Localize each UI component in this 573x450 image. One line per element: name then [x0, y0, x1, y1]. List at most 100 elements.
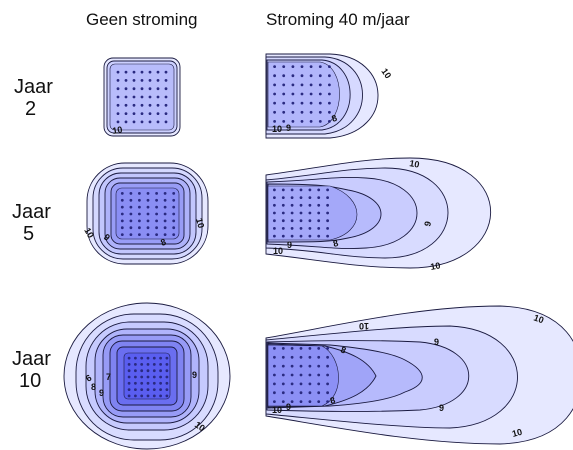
well-dot — [155, 192, 159, 195]
well-dot — [328, 83, 331, 87]
well-dot — [134, 375, 137, 379]
well-dot — [317, 347, 321, 350]
well-dot — [317, 211, 321, 215]
well-dot — [120, 219, 124, 223]
well-dot — [138, 219, 141, 223]
well-dot — [152, 394, 156, 398]
well-dot — [138, 205, 141, 209]
well-dot — [290, 203, 294, 207]
well-dot — [146, 198, 150, 202]
contour-label: 9 — [422, 220, 433, 227]
well-dot — [299, 203, 303, 207]
well-dot — [155, 219, 159, 223]
contour-label: 9 — [102, 232, 112, 243]
well-dot — [152, 356, 156, 360]
well-dot — [155, 233, 159, 237]
well-dot — [273, 74, 276, 78]
well-dot — [140, 79, 144, 82]
well-dot — [156, 103, 160, 107]
well-dot — [146, 219, 150, 223]
well-dot — [163, 205, 167, 209]
well-dot — [308, 188, 312, 192]
well-dot — [282, 74, 286, 78]
well-dot — [308, 391, 312, 395]
well-dot — [156, 79, 160, 82]
well-dot — [273, 400, 276, 403]
well-dot — [164, 103, 168, 107]
well-dot — [165, 369, 169, 373]
well-dot — [273, 101, 276, 105]
well-dot — [299, 188, 303, 192]
well-dot — [290, 400, 294, 403]
well-dot — [273, 347, 276, 350]
well-dot — [127, 356, 131, 360]
well-dot — [273, 203, 276, 207]
well-dot — [127, 381, 131, 385]
row-label-year-2: Jaar 2 — [14, 76, 53, 120]
well-dot — [281, 211, 285, 215]
well-dot — [281, 188, 285, 192]
contour-r3-right-6 — [267, 344, 339, 407]
well-dot — [308, 227, 312, 230]
well-dot — [156, 120, 160, 124]
well-dot — [317, 391, 321, 395]
well-dot — [146, 363, 150, 366]
well-dot — [132, 95, 136, 99]
well-dot — [273, 120, 276, 123]
well-dot — [282, 110, 286, 114]
well-dot — [290, 219, 294, 223]
well-dot — [317, 234, 321, 238]
well-dot — [309, 101, 313, 105]
well-dot — [291, 92, 295, 96]
contour-r1-right-4 — [267, 61, 340, 128]
well-dot — [309, 74, 313, 78]
well-dot — [155, 226, 159, 230]
well-dot — [165, 394, 169, 398]
well-dot — [299, 211, 303, 215]
well-dot — [317, 203, 321, 207]
well-dot — [308, 400, 312, 403]
well-dot — [273, 364, 276, 368]
well-dot — [140, 103, 144, 107]
well-dot — [281, 347, 285, 350]
well-dot — [273, 227, 276, 230]
well-dot — [138, 198, 141, 202]
well-dot — [134, 363, 137, 366]
well-dot — [134, 356, 137, 360]
well-dot — [140, 120, 144, 124]
contour-label: 10 — [272, 124, 282, 134]
well-dot — [317, 382, 321, 386]
well-dot — [116, 112, 120, 115]
well-dot — [164, 70, 168, 74]
row-label-year-5: Jaar 5 — [12, 201, 51, 245]
well-dot — [116, 79, 120, 82]
well-dot — [273, 110, 276, 114]
well-dot — [317, 400, 321, 403]
well-dot — [140, 394, 144, 398]
well-dot — [156, 70, 160, 74]
well-dot — [163, 198, 167, 202]
well-dot — [300, 83, 304, 87]
well-dot — [281, 196, 285, 200]
well-dot — [328, 74, 331, 78]
well-dot — [129, 212, 133, 216]
well-dot — [129, 219, 133, 223]
contour-label: 10 — [532, 312, 545, 325]
row-label-year-10: Jaar 10 — [12, 348, 51, 392]
well-dot — [138, 192, 141, 195]
well-dot — [290, 382, 294, 386]
well-dot — [116, 95, 120, 99]
well-dot — [159, 388, 163, 391]
well-dot — [300, 110, 304, 114]
well-dot — [163, 212, 167, 216]
well-dot — [164, 79, 168, 82]
well-dot — [146, 205, 150, 209]
well-dot — [308, 219, 312, 223]
well-dot — [299, 219, 303, 223]
well-dot — [146, 212, 150, 216]
well-dot — [127, 394, 131, 398]
well-dot — [120, 233, 124, 237]
well-dot — [140, 363, 144, 366]
well-dot — [299, 373, 303, 377]
